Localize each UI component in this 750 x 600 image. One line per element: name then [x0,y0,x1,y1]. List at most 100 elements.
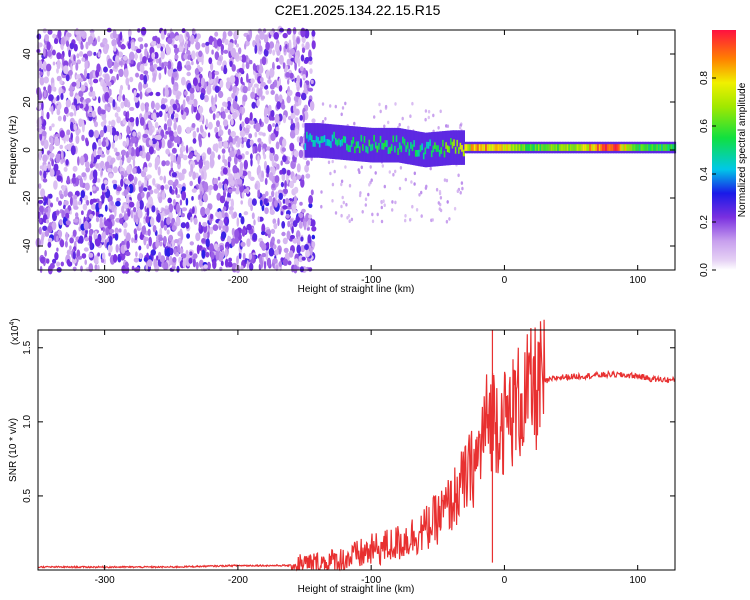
spectrogram-cell [203,94,209,103]
spectrogram-cell [161,191,166,200]
spectrogram-cell [592,144,595,151]
spectrogram-cell [376,212,379,217]
spectrogram-cell [478,144,481,151]
spectrogram-cell [354,146,357,154]
spectrogram-cell [224,108,229,113]
spectrogram-cell [38,150,42,161]
spectrogram-cell [438,131,442,166]
spectrogram-cell [402,136,405,144]
spectrogram-cell [51,82,55,92]
spectrogram-cell [232,85,237,94]
spectrogram-cell [124,180,131,185]
spectrogram-cell [669,144,672,151]
spectrogram-cell [179,153,184,159]
spectrogram-cell [549,144,552,151]
spectrogram-cell [271,236,275,243]
spectrogram-cell [200,190,203,201]
spectrogram-cell [135,116,139,127]
spectrogram-cell [304,164,309,173]
spectrogram-cell [282,114,287,124]
spectrogram-cell [445,124,448,128]
spectrogram-cell [360,127,363,162]
spectrogram-cell [103,66,108,73]
spectrogram-cell [170,113,175,120]
spectrogram-cell [36,33,42,40]
spectrogram-cell [239,113,242,121]
spectrogram-cell [661,144,664,151]
spectrogram-cell [218,182,223,189]
spectrogram-cell [152,225,157,233]
spectrogram-cell [640,144,643,151]
spectrogram-cell [147,259,153,267]
spectrogram-cell [191,61,194,66]
spectrogram-cell [200,77,205,87]
spectrogram-cell [104,104,108,112]
spectrogram-cell [172,184,177,190]
spectrogram-cell [279,170,283,175]
spectrogram-cell [649,144,653,151]
spectrogram-cell [172,256,177,263]
spectrogram-cell [331,124,334,159]
spectrogram-cell [217,176,221,181]
spectrogram-cell [190,216,193,223]
spectrogram-cell [299,78,303,88]
spectrogram-cell [264,116,269,125]
spectrogram-cell [608,144,611,151]
spectrogram-cell [571,144,574,151]
spectrogram-cell [286,58,291,66]
spectrogram-cell [552,144,555,151]
spectrogram-cell [446,200,449,204]
spectrogram-cell [81,122,85,133]
spectrogram-cell [107,168,113,173]
spectrogram-cell [427,142,430,149]
spectrogram-cell [298,149,304,159]
spectrogram-cell [70,105,74,110]
spectrogram-cell [402,128,405,164]
spectrogram-cell [266,173,270,178]
spectrogram-cell [557,144,560,151]
spectrogram-cell [347,214,351,218]
spectrogram-cell [546,144,549,151]
spectrogram-cell [654,144,657,151]
spectrogram-cell [325,139,328,146]
spectrogram-cell [413,171,416,176]
spectrogram-cell [297,57,301,67]
spectrogram-cell [268,195,273,203]
spectrogram-cell [145,215,150,224]
spectrogram-cell [80,190,86,199]
spectrogram-cell [167,37,173,45]
spectrogram-cell [244,117,250,125]
spectrogram-cell [99,129,104,138]
spectrogram-cell [307,219,312,226]
spectrogram-cell [100,153,106,158]
spectrogram-cell [304,57,310,62]
spectrogram-cell [47,50,52,57]
spectrogram-cell [168,105,174,115]
spectrogram-cell [136,48,142,54]
spectrogram-cell [300,178,305,188]
spectrogram-cell [176,135,180,145]
spectrogram-cell [205,251,210,258]
spectrogram-cell [209,226,214,235]
spectrogram-cell [622,144,625,151]
spectrogram-cell [597,144,600,151]
spectrogram-cell [287,220,291,228]
spectrogram-cell [296,174,302,180]
spectrogram-cell [37,42,43,48]
spectrogram-cell [299,266,304,273]
spectrogram-cell [66,32,72,38]
spectrogram-cell [336,139,339,147]
spectrogram-cell [544,144,547,151]
spectrogram-cell [113,183,118,190]
spectrogram-cell [213,243,219,251]
spectrogram-cell [292,220,298,228]
spectrogram-cell [288,202,292,208]
y-tick-label: 0 [22,147,33,153]
spectrogram-cell [244,43,247,50]
spectrogram-cell [129,106,135,111]
spectrogram-cell [135,72,140,78]
spectrogram-cell [448,146,451,153]
spectrogram-cell [178,172,183,182]
spectrogram-cell [370,144,373,152]
spectrogram-cell [223,49,229,54]
